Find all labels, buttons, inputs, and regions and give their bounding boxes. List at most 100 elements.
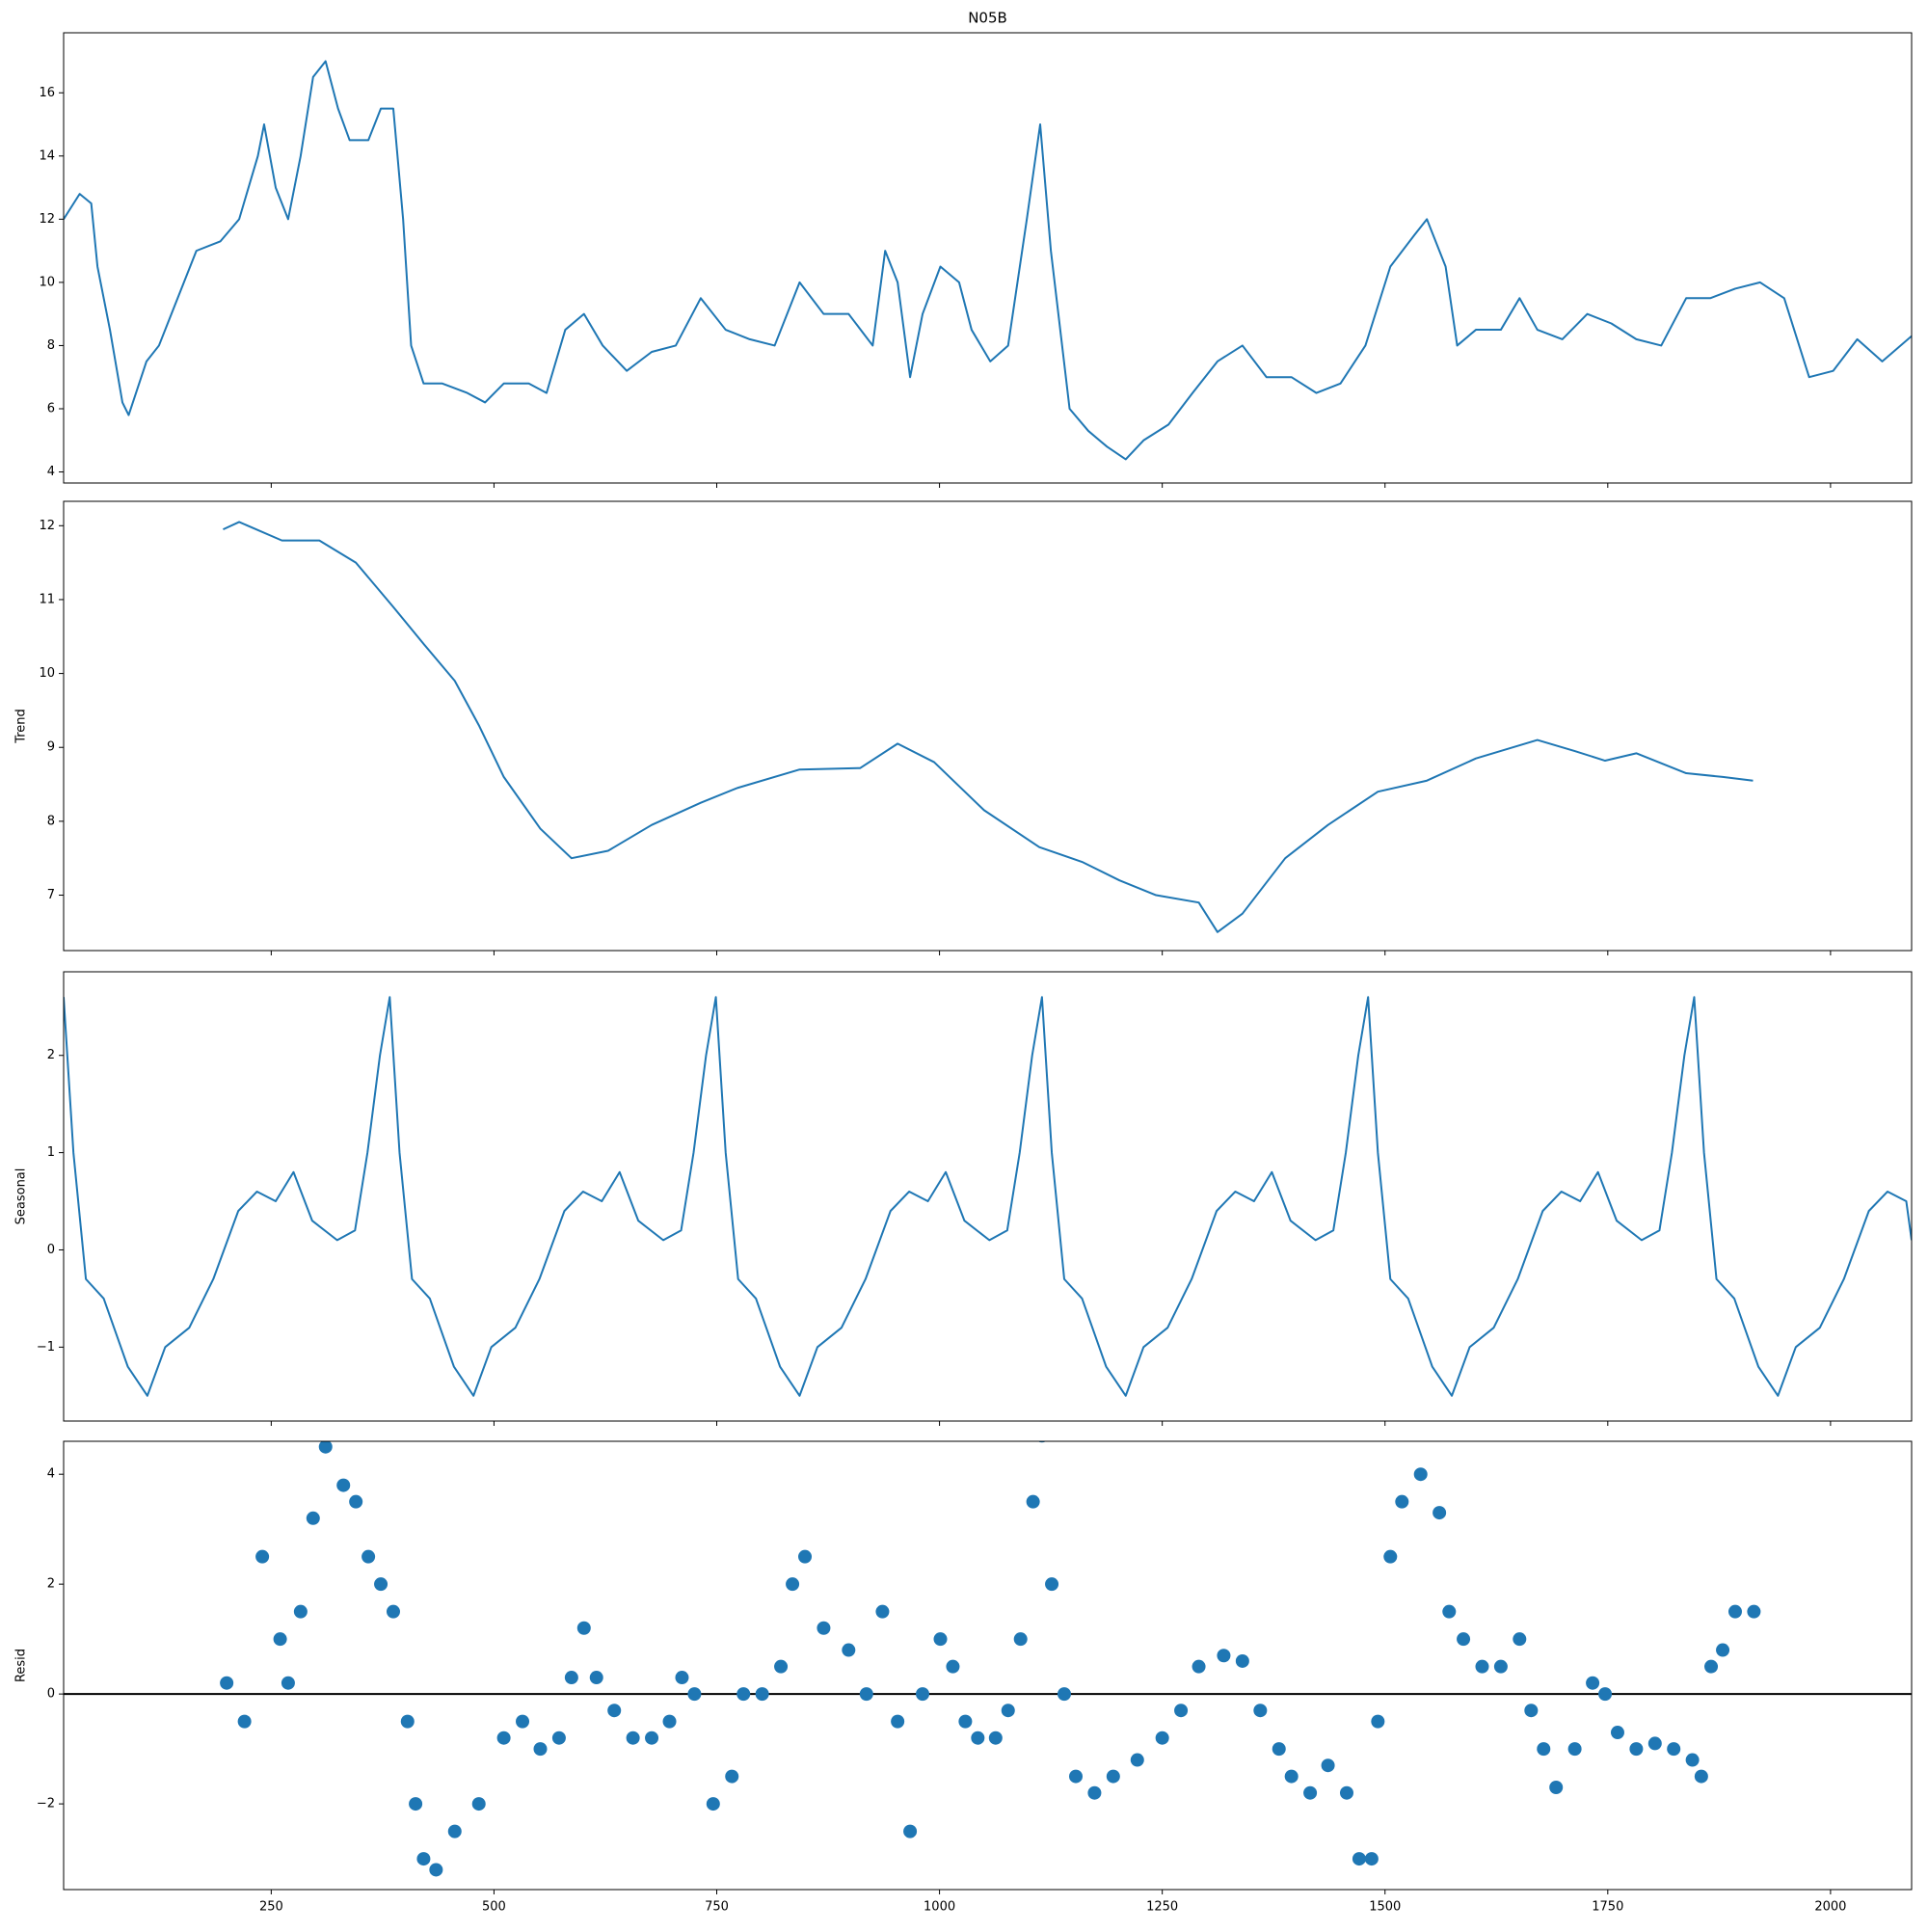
y-tick-label: 16 (39, 86, 55, 100)
data-point (988, 1731, 1003, 1745)
data-point (1352, 1852, 1366, 1866)
data-point (293, 1604, 308, 1619)
data-point (798, 1549, 813, 1564)
data-point (1586, 1676, 1600, 1690)
y-tick-label: 10 (39, 666, 55, 681)
axes-frame (63, 1440, 1913, 1891)
data-point (1704, 1659, 1719, 1674)
y-tick-label: 2 (47, 1577, 55, 1592)
y-axis-label: Trend (14, 709, 29, 744)
data-point (1513, 1632, 1527, 1647)
data-point (516, 1714, 530, 1729)
data-line (223, 521, 1754, 933)
data-point (1433, 1506, 1447, 1520)
data-point (281, 1676, 295, 1690)
data-point (386, 1604, 400, 1619)
data-point (891, 1714, 905, 1729)
data-point (1272, 1742, 1286, 1757)
data-point (1610, 1726, 1624, 1740)
y-tick-label: 7 (47, 888, 55, 902)
data-point (626, 1731, 640, 1745)
data-point (736, 1687, 751, 1702)
data-point (755, 1687, 769, 1702)
data-point (958, 1714, 973, 1729)
data-point (933, 1632, 948, 1647)
data-point (237, 1714, 252, 1729)
x-tick-label: 2000 (1814, 1900, 1846, 1915)
data-point (318, 1441, 333, 1454)
x-tick-label: 1750 (1592, 1900, 1623, 1915)
data-point (842, 1643, 856, 1657)
data-point (1524, 1704, 1539, 1718)
data-point (416, 1852, 431, 1866)
data-point (306, 1511, 320, 1525)
data-point (1253, 1704, 1268, 1718)
y-axis-label: Resid (14, 1649, 29, 1682)
data-point (1001, 1704, 1015, 1718)
data-point (706, 1797, 720, 1811)
data-point (687, 1687, 702, 1702)
data-point (946, 1659, 960, 1674)
data-point (496, 1731, 511, 1745)
x-tick-label: 750 (705, 1900, 729, 1915)
data-point (447, 1824, 462, 1838)
y-axis-label: Seasonal (14, 1168, 29, 1225)
y-tick-label: 14 (39, 148, 55, 163)
data-point (1013, 1632, 1028, 1647)
data-line (64, 60, 1912, 461)
data-point (1321, 1758, 1335, 1773)
x-tick-label: 1500 (1369, 1900, 1401, 1915)
data-point (1727, 1604, 1742, 1619)
data-point (859, 1687, 873, 1702)
data-point (1069, 1769, 1084, 1784)
data-point (1537, 1742, 1551, 1757)
data-point (533, 1742, 548, 1757)
y-tick-label: 8 (47, 814, 55, 828)
data-point (255, 1549, 270, 1564)
data-point (1647, 1736, 1662, 1751)
data-point (1667, 1742, 1681, 1757)
data-point (576, 1621, 591, 1635)
chart-title: N05B (968, 10, 1007, 27)
data-point (916, 1687, 930, 1702)
data-point (675, 1671, 689, 1685)
data-point (1057, 1687, 1071, 1702)
panel: Trend 7 8 9 10 11 12 (14, 500, 1913, 955)
plot-area (64, 1424, 1912, 1877)
data-point (1475, 1659, 1489, 1674)
y-tick-label: 4 (47, 1467, 55, 1482)
data-point (1549, 1781, 1564, 1795)
y-tick-label: 12 (39, 519, 55, 533)
data-point (1371, 1714, 1385, 1729)
plot-area (64, 60, 1912, 461)
data-point (875, 1604, 890, 1619)
x-tick-label: 500 (482, 1900, 506, 1915)
data-point (1442, 1604, 1457, 1619)
panel: Seasonal −1 0 1 2 (14, 971, 1913, 1426)
x-tick-label: 1250 (1146, 1900, 1178, 1915)
axes-frame (63, 32, 1913, 484)
plot-area (64, 996, 1912, 1397)
data-point (220, 1676, 234, 1690)
data-point (645, 1731, 659, 1745)
data-point (400, 1714, 415, 1729)
data-point (1217, 1649, 1231, 1663)
data-point (336, 1478, 351, 1492)
y-tick-label: 1 (47, 1145, 55, 1160)
axes-frame (63, 500, 1913, 952)
y-tick-label: 8 (47, 338, 55, 353)
data-point (774, 1659, 789, 1674)
y-tick-label: 10 (39, 275, 55, 289)
data-point (1364, 1852, 1379, 1866)
data-point (1087, 1785, 1102, 1800)
data-point (471, 1797, 486, 1811)
data-point (589, 1671, 603, 1685)
y-tick-label: 4 (47, 465, 55, 479)
data-point (374, 1577, 388, 1592)
y-tick-label: 2 (47, 1048, 55, 1062)
y-tick-label: 0 (47, 1687, 55, 1702)
data-point (1747, 1604, 1761, 1619)
data-point (1155, 1731, 1169, 1745)
y-tick-label: −2 (37, 1797, 55, 1811)
data-point (327, 1424, 340, 1437)
